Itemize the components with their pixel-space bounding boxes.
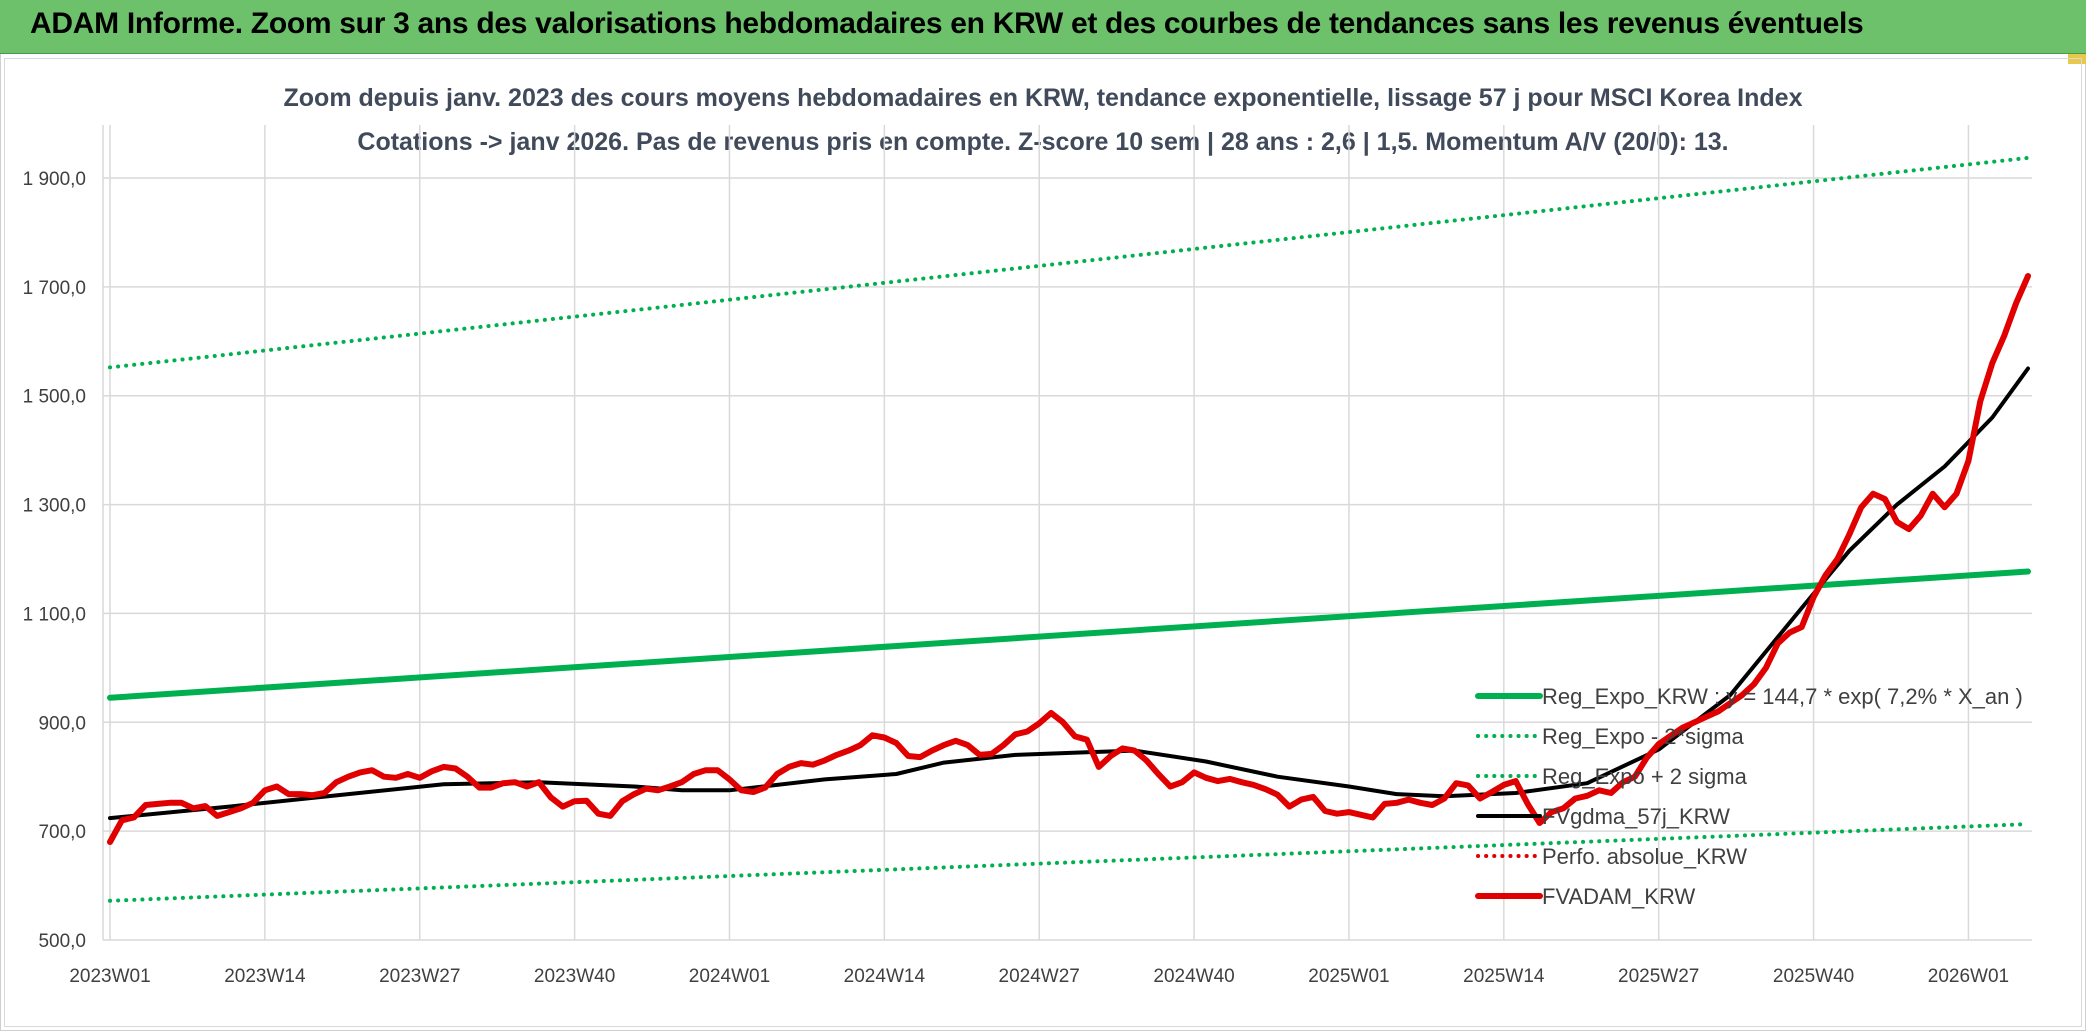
y-tick-label: 1 500,0 (23, 387, 86, 408)
x-tick-label: 2023W01 (69, 966, 150, 987)
banner-title: ADAM Informe. Zoom sur 3 ans des valoris… (30, 7, 1864, 40)
legend-label: Reg_Expo - 2*sigma (1542, 724, 1745, 749)
x-tick-label: 2024W01 (689, 966, 770, 987)
series-reg-expo-plus-2sigma-line (108, 155, 2030, 370)
chart-subtitle: Cotations -> janv 2026. Pas de revenus p… (357, 128, 1729, 156)
y-tick-label: 1 700,0 (23, 278, 86, 299)
x-tick-label: 2024W40 (1153, 966, 1234, 987)
legend-label: FVADAM_KRW (1542, 884, 1695, 909)
legend-label: Perfo. absolue_KRW (1542, 844, 1747, 869)
legend-label: Reg_Expo_KRW : y = 144,7 * exp( 7,2% * X… (1542, 684, 2023, 709)
x-tick-label: 2025W01 (1308, 966, 1389, 987)
x-tick-label: 2024W14 (844, 966, 926, 987)
chart-title: Zoom depuis janv. 2023 des cours moyens … (283, 84, 1803, 112)
y-tick-label: 700,0 (38, 822, 86, 843)
legend-label: FVgdma_57j_KRW (1542, 804, 1730, 829)
x-tick-label: 2025W14 (1463, 966, 1545, 987)
x-tick-label: 2026W01 (1928, 966, 2009, 987)
x-tick-label: 2023W40 (534, 966, 615, 987)
x-tick-label: 2023W27 (379, 966, 460, 987)
y-tick-label: 1 100,0 (23, 604, 86, 625)
y-tick-label: 1 300,0 (23, 496, 86, 517)
x-tick-label: 2025W27 (1618, 966, 1699, 987)
banner-corner-accent (2068, 54, 2086, 64)
x-tick-label: 2023W14 (224, 966, 306, 987)
chart-area (4, 58, 2082, 1027)
x-tick-label: 2024W27 (999, 966, 1080, 987)
banner: ADAM Informe. Zoom sur 3 ans des valoris… (0, 0, 2086, 54)
series-reg-expo-line (107, 568, 2031, 701)
y-tick-label: 500,0 (38, 931, 86, 952)
x-tick-label: 2025W40 (1773, 966, 1854, 987)
y-tick-label: 900,0 (38, 713, 86, 734)
series-fvadam-line (107, 273, 2031, 845)
y-tick-label: 1 900,0 (23, 169, 86, 190)
legend-label: Reg_Expo + 2 sigma (1542, 764, 1748, 789)
